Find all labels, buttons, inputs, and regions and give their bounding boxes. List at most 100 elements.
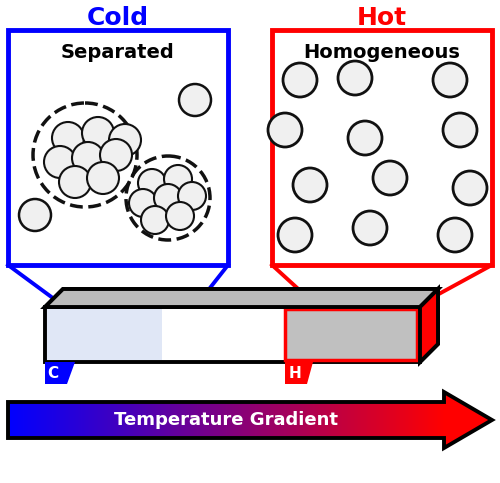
Bar	[404, 402, 406, 438]
Bar	[326, 402, 328, 438]
Bar	[388, 402, 390, 438]
Bar	[318, 402, 320, 438]
Bar	[171, 402, 172, 438]
Bar	[188, 402, 190, 438]
Bar	[47, 402, 49, 438]
Polygon shape	[285, 362, 313, 384]
Bar	[60, 402, 62, 438]
Bar	[146, 402, 148, 438]
Bar	[256, 402, 258, 438]
Bar	[357, 402, 359, 438]
Bar	[192, 402, 194, 438]
Bar	[240, 402, 242, 438]
Circle shape	[72, 142, 104, 174]
Bar	[59, 402, 61, 438]
Circle shape	[166, 202, 194, 230]
Bar	[409, 402, 411, 438]
Bar	[288, 402, 290, 438]
Bar	[368, 402, 370, 438]
Bar	[28, 402, 30, 438]
Bar	[114, 402, 116, 438]
Polygon shape	[45, 289, 438, 307]
Bar	[297, 402, 299, 438]
Bar	[159, 402, 161, 438]
Circle shape	[87, 162, 119, 194]
Bar	[196, 402, 198, 438]
Circle shape	[178, 182, 206, 210]
Bar	[16, 402, 17, 438]
Bar	[69, 402, 71, 438]
Bar	[425, 402, 427, 438]
Bar	[418, 402, 420, 438]
Bar	[58, 402, 59, 438]
Bar	[134, 402, 136, 438]
Bar	[50, 402, 52, 438]
Circle shape	[438, 218, 472, 252]
Bar	[238, 402, 240, 438]
Bar	[88, 402, 90, 438]
Bar	[271, 402, 273, 438]
Bar	[441, 402, 443, 438]
Circle shape	[373, 161, 407, 195]
Bar	[377, 402, 379, 438]
Bar	[34, 402, 36, 438]
Bar	[47, 309, 162, 360]
Bar	[85, 402, 87, 438]
Bar	[310, 402, 312, 438]
Bar	[95, 402, 97, 438]
Circle shape	[44, 146, 76, 178]
Bar	[341, 402, 343, 438]
Bar	[436, 402, 438, 438]
Bar	[408, 402, 410, 438]
Bar	[178, 402, 180, 438]
Bar	[410, 402, 412, 438]
Bar	[420, 402, 421, 438]
Bar	[350, 402, 352, 438]
Polygon shape	[420, 289, 438, 362]
Bar	[21, 402, 23, 438]
Bar	[281, 402, 283, 438]
Bar	[352, 402, 354, 438]
Bar	[334, 402, 336, 438]
Bar	[156, 402, 158, 438]
Bar	[207, 402, 209, 438]
Bar	[111, 402, 113, 438]
Bar	[86, 402, 88, 438]
Circle shape	[59, 166, 91, 198]
Bar	[90, 402, 92, 438]
Bar	[276, 402, 278, 438]
Bar	[45, 307, 420, 362]
Bar	[175, 402, 177, 438]
Bar	[428, 402, 430, 438]
Bar	[204, 402, 206, 438]
Bar	[314, 402, 316, 438]
Bar	[164, 402, 166, 438]
Bar	[348, 402, 350, 438]
Bar	[308, 402, 310, 438]
Bar	[133, 402, 135, 438]
Bar	[48, 402, 50, 438]
Bar	[396, 402, 398, 438]
Bar	[438, 402, 440, 438]
Circle shape	[19, 199, 51, 231]
Bar	[176, 402, 178, 438]
Bar	[110, 402, 112, 438]
Polygon shape	[45, 289, 438, 307]
Bar	[266, 402, 268, 438]
Bar	[94, 402, 96, 438]
Bar	[282, 402, 284, 438]
Polygon shape	[45, 362, 75, 384]
Bar	[100, 402, 102, 438]
Bar	[370, 402, 372, 438]
Bar	[210, 402, 212, 438]
Circle shape	[268, 113, 302, 147]
Bar	[136, 402, 138, 438]
Bar	[414, 402, 416, 438]
Bar	[332, 402, 334, 438]
Bar	[356, 402, 358, 438]
Bar	[432, 402, 434, 438]
Bar	[430, 402, 432, 438]
Bar	[309, 402, 311, 438]
Bar	[96, 402, 98, 438]
Bar	[166, 402, 168, 438]
